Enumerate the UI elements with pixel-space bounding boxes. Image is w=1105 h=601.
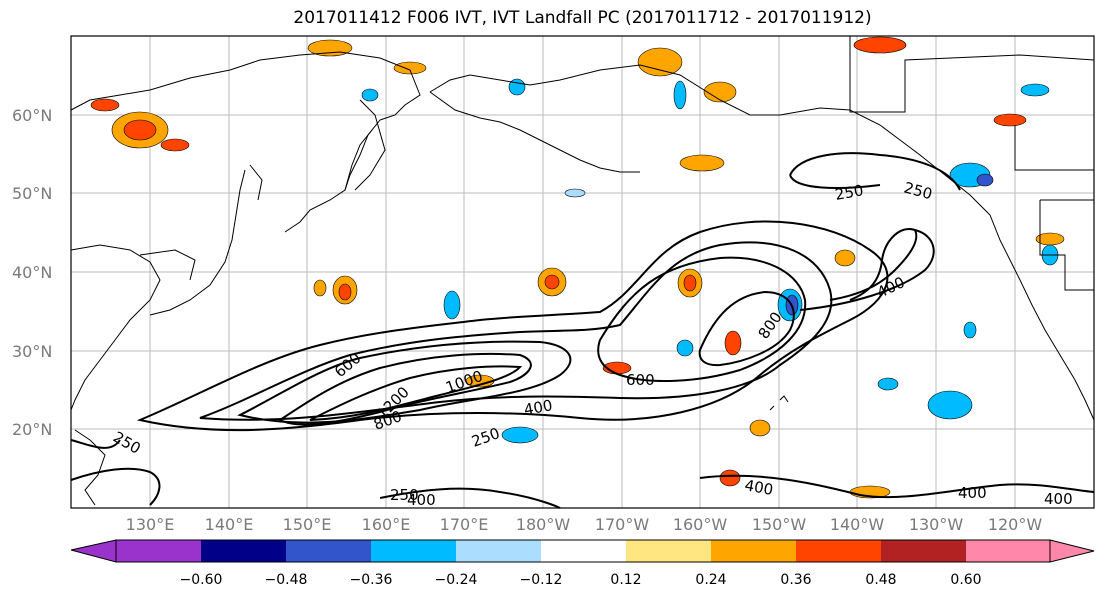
lat-label: 30°N xyxy=(12,342,52,361)
colorbar-tick: −0.60 xyxy=(180,572,223,588)
colorbar-segment xyxy=(456,540,541,562)
map-panel: 250 250 250 400 600 600 800 800 1000 120… xyxy=(70,35,1095,509)
colorbar-segment xyxy=(966,540,1050,562)
colorbar-tick: −0.48 xyxy=(265,572,308,588)
colorbar-tick: 0.12 xyxy=(610,572,641,588)
colorbar-segment xyxy=(881,540,966,562)
colorbar-tick: 0.36 xyxy=(780,572,811,588)
colorbar-segment xyxy=(201,540,286,562)
colorbar-extend-low xyxy=(70,539,117,563)
contour-label: 250 xyxy=(390,486,419,504)
colorbar-tick: 0.48 xyxy=(865,572,896,588)
lon-label: 170°E xyxy=(440,515,489,534)
colorbar-segment xyxy=(711,540,796,562)
colorbar-segment xyxy=(541,540,626,562)
negative-anomaly-shading xyxy=(361,78,1059,444)
lon-label: 120°W xyxy=(988,515,1043,534)
contour-label: 400 xyxy=(743,476,774,499)
colorbar-extend-high xyxy=(1049,539,1095,563)
coastlines xyxy=(70,36,1095,506)
colorbar-segment xyxy=(371,540,456,562)
lat-label: 60°N xyxy=(12,106,52,125)
lon-label: 140°W xyxy=(830,515,885,534)
contour-label: 250 xyxy=(834,181,865,204)
contour-label: 400 xyxy=(407,491,436,509)
contour-label: 600 xyxy=(626,371,655,389)
colorbar-tick: −0.24 xyxy=(435,572,478,588)
lat-label: 40°N xyxy=(12,263,52,282)
colorbar-tick: 0.60 xyxy=(950,572,981,588)
lon-label: 180°W xyxy=(516,515,571,534)
contour-label: 400 xyxy=(523,396,554,419)
gridlines xyxy=(71,36,1094,508)
latitude-labels: 60°N 50°N 40°N 30°N 20°N xyxy=(12,106,52,439)
lon-label: 150°W xyxy=(752,515,807,534)
lat-label: 20°N xyxy=(12,420,52,439)
colorbar-tick: −0.12 xyxy=(520,572,563,588)
lon-label: 170°W xyxy=(595,515,650,534)
longitude-labels: 130°E 140°E 150°E 160°E 170°E 180°W 170°… xyxy=(126,515,1043,534)
lat-label: 50°N xyxy=(12,184,52,203)
colorbar-tick: 0.24 xyxy=(695,572,726,588)
colorbar-segment xyxy=(626,540,711,562)
map-title: 2017011412 F006 IVT, IVT Landfall PC (20… xyxy=(293,8,872,28)
lon-label: 130°W xyxy=(909,515,964,534)
ivt-contours xyxy=(70,152,1095,509)
colorbar-segment xyxy=(116,540,201,562)
contour-label: 400 xyxy=(958,484,987,502)
colorbar-tick: −0.36 xyxy=(350,572,393,588)
lon-label: 130°E xyxy=(126,515,175,534)
contour-label: 400 xyxy=(1044,490,1073,508)
lon-label: 150°E xyxy=(283,515,332,534)
colorbar-segment xyxy=(796,540,881,562)
lon-label: 140°E xyxy=(205,515,254,534)
colorbar-segment xyxy=(286,540,371,562)
colorbar: −0.60 −0.48 −0.36 −0.24 −0.12 0.12 0.24 … xyxy=(70,539,1095,588)
lon-label: 160°W xyxy=(673,515,728,534)
map-frame xyxy=(70,35,1095,509)
positive-anomaly-shading xyxy=(90,36,1065,499)
lon-label: 160°E xyxy=(362,515,411,534)
